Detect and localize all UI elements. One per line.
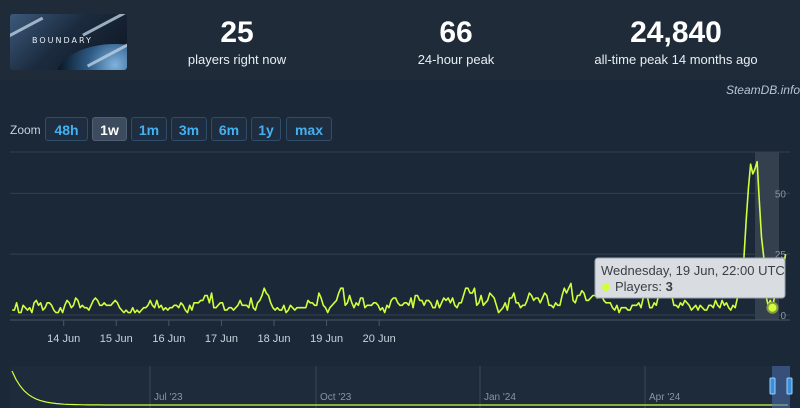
- zoom-3m-button[interactable]: 3m: [171, 117, 207, 141]
- x-tick-label: 17 Jun: [205, 333, 238, 345]
- tooltip-series-label: Players: 3: [615, 279, 673, 294]
- x-axis-ticks: 14 Jun 15 Jun 16 Jun 17 Jun 18 Jun 19 Jun 20 J…: [10, 319, 790, 345]
- tooltip-series-value: 3: [666, 279, 673, 294]
- navigator-panel: [10, 366, 790, 408]
- game-header-image[interactable]: BOUNDARY: [10, 14, 127, 70]
- tooltip-date: Wednesday, 19 Jun, 22:00 UTC: [601, 263, 785, 278]
- x-tick-label: 15 Jun: [100, 333, 133, 345]
- all-time-peak-label: all-time peak 14 months ago: [594, 52, 758, 67]
- y-tick-label: 25: [775, 250, 787, 261]
- x-tick-label: 16 Jun: [152, 333, 185, 345]
- hover-point: [766, 301, 779, 314]
- all-time-peak-stat: 24,840 all-time peak 14 months ago: [571, 16, 781, 67]
- peak-24h-label: 24-hour peak: [417, 52, 495, 67]
- zoom-1y-button[interactable]: 1y: [251, 117, 281, 141]
- tooltip-colon: :: [658, 279, 665, 294]
- zoom-48h-button[interactable]: 48h: [45, 117, 88, 141]
- zoom-label: Zoom: [10, 123, 41, 137]
- players-now-stat: 25 players right now: [177, 16, 297, 67]
- tooltip-series-name: Players: [615, 279, 659, 294]
- game-logo-text: BOUNDARY: [32, 36, 93, 45]
- navigator-selection[interactable]: [772, 366, 790, 408]
- stats-header: BOUNDARY 25 players right now 66 24-hour…: [0, 0, 800, 80]
- y-tick-label: 50: [775, 189, 787, 200]
- peak-24h-value: 66: [439, 16, 473, 49]
- satellite-strip: [10, 16, 44, 39]
- navigator-labels: Jul '23 Oct '23 Jan '24 Apr '24: [149, 366, 681, 408]
- x-tick-label: 18 Jun: [258, 333, 291, 345]
- players-series-line: [12, 160, 787, 314]
- navigator-label: Jul '23: [154, 392, 183, 403]
- zoom-1m-button[interactable]: 1m: [131, 117, 167, 141]
- players-now-label: players right now: [187, 52, 287, 67]
- navigator-label: Oct '23: [320, 392, 352, 403]
- zoom-1w-button[interactable]: 1w: [92, 117, 127, 141]
- steamdb-credit[interactable]: SteamDB.info: [725, 83, 800, 97]
- chart-grid: [10, 151, 790, 316]
- tooltip-box: [594, 257, 786, 299]
- navigator-left-handle[interactable]: [769, 377, 776, 395]
- hover-band: [755, 152, 779, 320]
- chart-tooltip: Wednesday, 19 Jun, 22:00 UTC Players: 3: [594, 257, 786, 299]
- x-tick-label: 14 Jun: [47, 333, 80, 345]
- tooltip-series-dot: [602, 283, 610, 291]
- navigator-series-line: [11, 370, 788, 406]
- navigator-right-handle[interactable]: [786, 377, 793, 395]
- x-tick-label: 20 Jun: [363, 333, 396, 345]
- satellite-strip: [82, 14, 127, 37]
- peak-24h-stat: 66 24-hour peak: [396, 16, 516, 67]
- x-tick-label: 19 Jun: [310, 333, 343, 345]
- players-now-value: 25: [220, 16, 254, 49]
- zoom-6m-button[interactable]: 6m: [211, 117, 247, 141]
- all-time-peak-value: 24,840: [630, 16, 722, 49]
- navigator-label: Apr '24: [649, 392, 681, 403]
- y-axis-labels: 0 25 50: [775, 189, 787, 322]
- navigator-label: Jan '24: [484, 392, 516, 403]
- zoom-max-button[interactable]: max: [286, 117, 332, 141]
- y-tick-label: 0: [780, 311, 786, 322]
